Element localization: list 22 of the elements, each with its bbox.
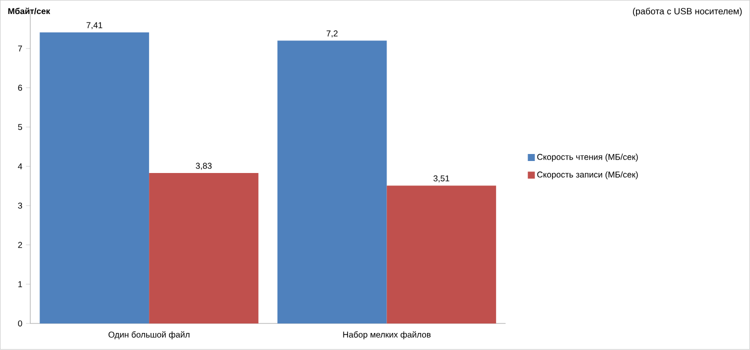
y-tick-label: 6 xyxy=(18,84,22,91)
x-tick-label: Набор мелких файлов xyxy=(343,331,431,340)
data-label: 7,2 xyxy=(326,30,338,38)
y-tick-label: 7 xyxy=(18,46,22,52)
data-label: 7,41 xyxy=(86,22,102,30)
text: (работа с USB носителем) xyxy=(632,8,742,16)
data-label: 3,83 xyxy=(196,162,212,170)
y-axis-title: Мбайт/сек xyxy=(8,8,50,14)
y-tick-label: 4 xyxy=(18,164,22,170)
bar xyxy=(386,186,496,324)
x-tick-label: Один большой файл xyxy=(108,331,190,340)
bar xyxy=(277,40,387,324)
data-label: 3,51 xyxy=(434,176,450,183)
y-tick-label: 2 xyxy=(18,242,22,248)
y-tick-label: 1 xyxy=(18,281,22,288)
bar xyxy=(40,32,150,324)
y-tick-label: 0 xyxy=(18,320,22,327)
legend-label: Скорость чтения (МБ/сек) xyxy=(537,154,638,162)
y-tick-label: 5 xyxy=(18,124,22,130)
legend-label: Скорость записи (МБ/сек) xyxy=(537,171,638,180)
y-tick-label: 3 xyxy=(18,202,22,209)
bar xyxy=(149,173,258,324)
